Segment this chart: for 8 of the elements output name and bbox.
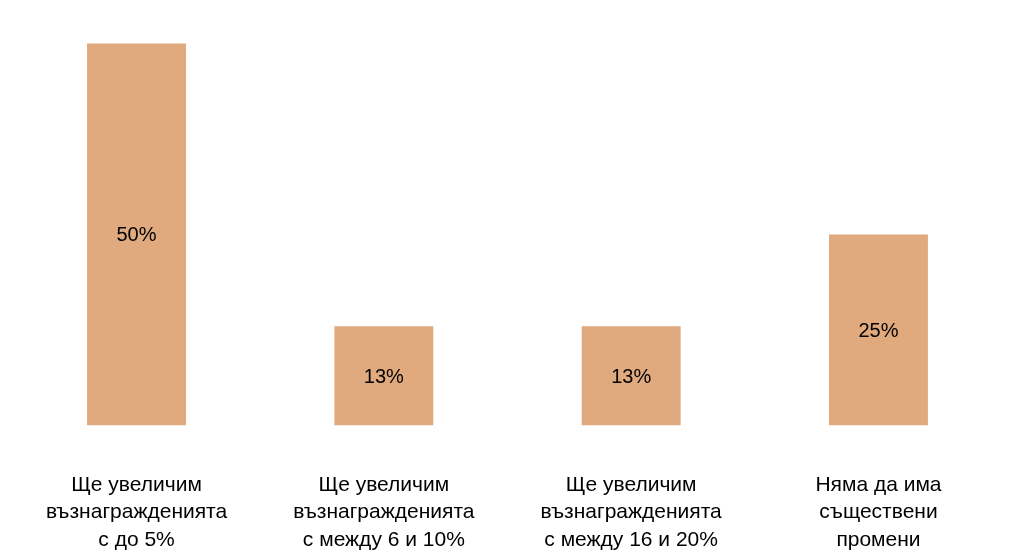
x-tick-label: Ще увеличим възнагражденията с до 5% [45,471,228,550]
x-tick-label: Ще увеличим възнагражденията с между 16 и 20% [540,471,723,550]
x-tick-label: Ще увеличим възнагражденията с между 6 и 10% [293,471,475,550]
data-label: 50% [116,223,157,246]
data-label: 13% [611,364,652,387]
x-tick-label: Няма да има съществени промени [815,471,942,550]
data-label: 13% [363,364,405,387]
data-label: 25% [858,318,899,341]
